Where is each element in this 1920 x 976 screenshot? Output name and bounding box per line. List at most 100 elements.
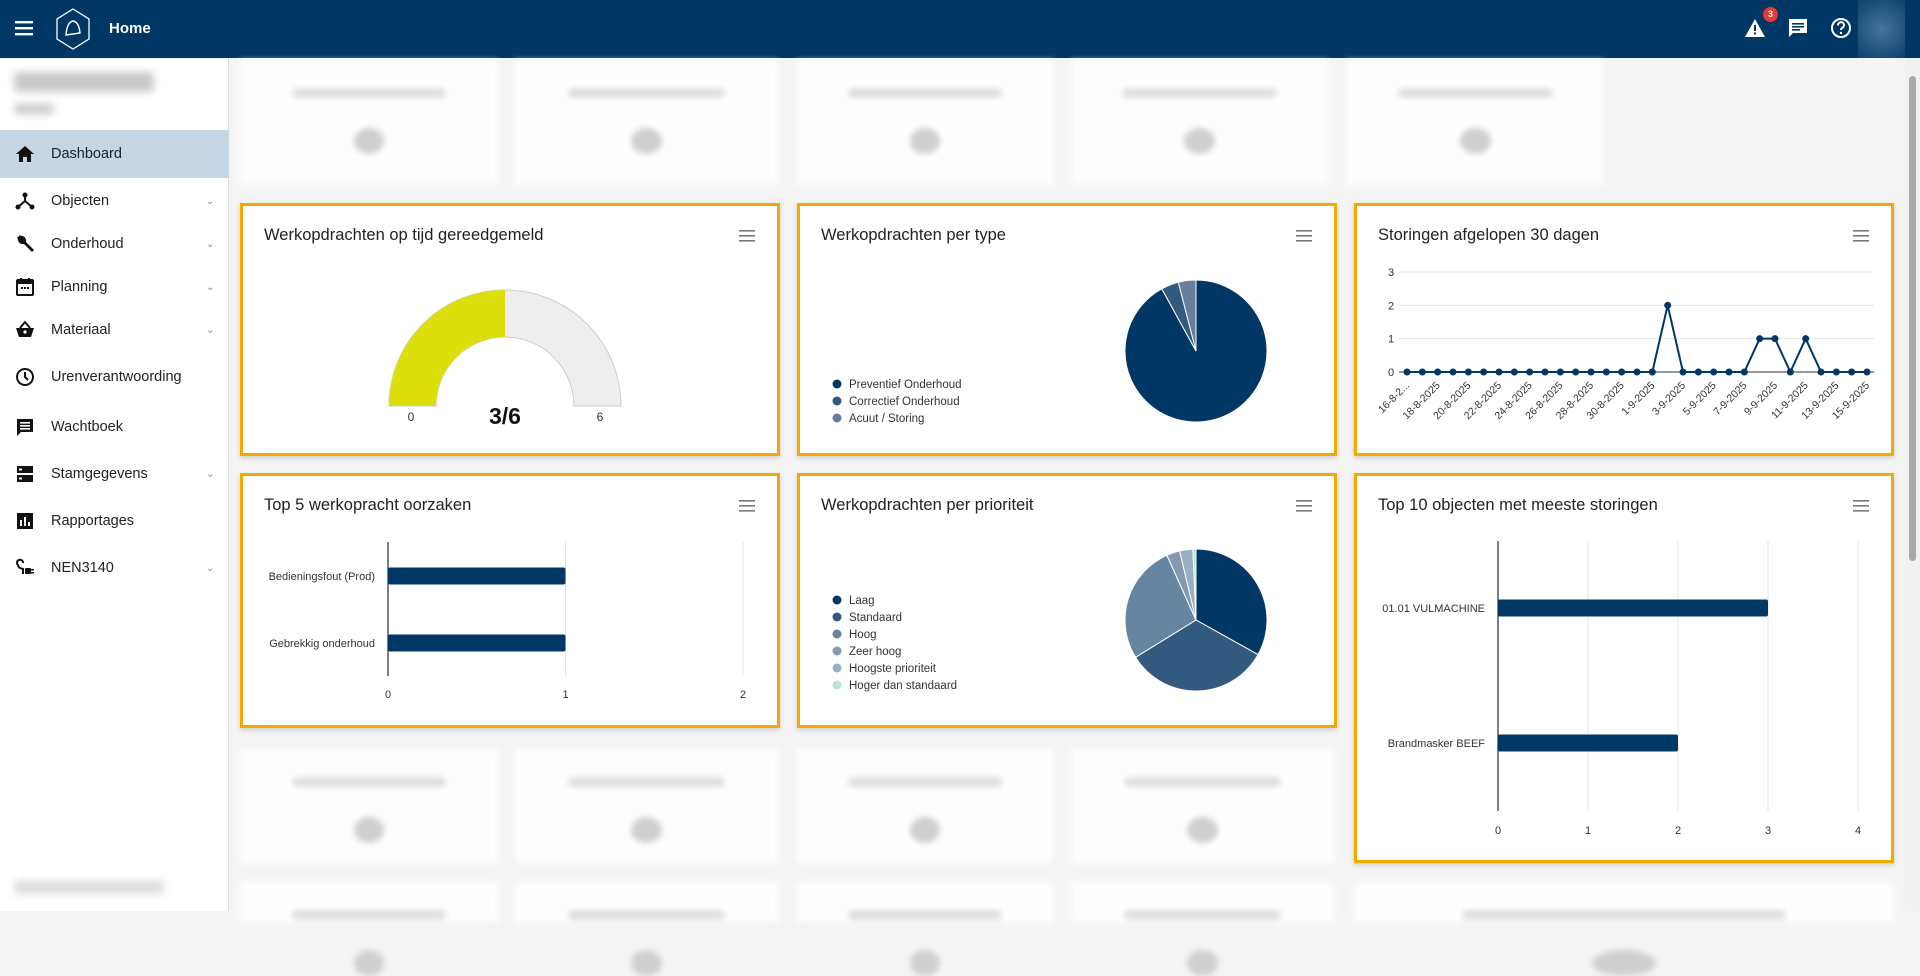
blurred-widget <box>797 882 1053 976</box>
hamburger-menu-icon[interactable] <box>14 18 34 38</box>
data-point[interactable] <box>1418 368 1426 376</box>
pie-slice[interactable] <box>1177 279 1197 352</box>
legend-item[interactable]: Preventief Onderhoud <box>849 379 962 391</box>
chat-icon[interactable] <box>1786 16 1810 40</box>
widget-menu-icon[interactable] <box>1296 500 1312 512</box>
data-point[interactable] <box>1434 368 1442 376</box>
data-point[interactable] <box>1526 368 1534 376</box>
blurred-widget <box>515 882 778 976</box>
category-label: 01.01 VULMACHINE <box>1382 603 1485 615</box>
data-point[interactable] <box>1403 368 1411 376</box>
legend-item[interactable]: Laag <box>849 595 875 607</box>
wrench-icon <box>17 235 34 252</box>
data-point[interactable] <box>1786 368 1794 376</box>
bar[interactable] <box>388 567 566 585</box>
legend-item[interactable]: Standaard <box>849 612 902 624</box>
data-point[interactable] <box>1541 368 1549 376</box>
plug-icon <box>16 558 34 574</box>
data-point[interactable] <box>1725 368 1733 376</box>
chevron-down-icon[interactable]: ⌄ <box>206 324 215 336</box>
data-point[interactable] <box>1618 368 1626 376</box>
data-point[interactable] <box>1694 368 1702 376</box>
data-point[interactable] <box>1802 335 1810 343</box>
blurred-widget <box>240 749 498 863</box>
data-point[interactable] <box>1664 301 1672 309</box>
sidebar-item-onderhoud[interactable]: Onderhoud ⌄ <box>0 220 229 268</box>
data-point[interactable] <box>1449 368 1457 376</box>
legend-marker <box>832 612 842 622</box>
legend-marker <box>832 379 842 389</box>
widget-menu-icon[interactable] <box>1296 230 1312 242</box>
sidebar-item-rapportages[interactable]: Rapportages <box>0 497 229 545</box>
data-point[interactable] <box>1832 368 1840 376</box>
pie-slice[interactable] <box>1192 548 1197 621</box>
data-point[interactable] <box>1648 368 1656 376</box>
chevron-down-icon[interactable]: ⌄ <box>206 468 215 480</box>
chevron-down-icon[interactable]: ⌄ <box>206 281 215 293</box>
bar[interactable] <box>1498 734 1678 752</box>
calendar-icon <box>16 278 34 296</box>
data-point[interactable] <box>1602 368 1610 376</box>
data-point[interactable] <box>1848 368 1856 376</box>
widget-title: Werkopdrachten op tijd gereedgemeld <box>264 226 544 244</box>
data-point[interactable] <box>1587 368 1595 376</box>
data-point[interactable] <box>1572 368 1580 376</box>
data-point[interactable] <box>1464 368 1472 376</box>
scrollbar[interactable] <box>1905 58 1920 911</box>
chart: 0 6 3/6 <box>388 289 622 429</box>
pie-slice[interactable] <box>1195 548 1268 656</box>
sidebar-item-wachtboek[interactable]: Wachtboek <box>0 403 229 451</box>
data-point[interactable] <box>1556 368 1564 376</box>
widget-gauge-on-time: 0 6 3/6 Werkopdrachten op tijd gereedgemeld <box>240 203 780 456</box>
help-icon[interactable] <box>1829 16 1853 40</box>
pie-slice[interactable] <box>1134 619 1259 692</box>
legend-marker <box>832 413 842 423</box>
alert-icon[interactable] <box>1743 16 1767 40</box>
chevron-down-icon[interactable]: ⌄ <box>206 195 215 207</box>
scrollbar-thumb[interactable] <box>1909 76 1916 561</box>
sidebar-item-planning[interactable]: Planning ⌄ <box>0 263 229 311</box>
data-point[interactable] <box>1863 368 1871 376</box>
sidebar-item-urenverantwoording[interactable]: Urenverantwoording <box>0 353 229 401</box>
sidebar-item-stamgegevens[interactable]: Stamgegevens ⌄ <box>0 450 229 498</box>
widget-menu-icon[interactable] <box>1853 500 1869 512</box>
widget-menu-icon[interactable] <box>739 230 755 242</box>
bar[interactable] <box>1498 599 1768 617</box>
legend-item[interactable]: Hoog <box>849 629 877 641</box>
legend-item[interactable]: Zeer hoog <box>849 646 901 658</box>
chevron-down-icon[interactable]: ⌄ <box>206 238 215 250</box>
data-point[interactable] <box>1633 368 1641 376</box>
hierarchy-icon <box>15 192 35 210</box>
sidebar-item-materiaal[interactable]: Materiaal ⌄ <box>0 306 229 354</box>
data-point[interactable] <box>1510 368 1518 376</box>
data-point[interactable] <box>1756 335 1764 343</box>
data-point[interactable] <box>1817 368 1825 376</box>
legend-item[interactable]: Acuut / Storing <box>849 413 924 425</box>
widget-pie-per-type: Preventief Onderhoud Correctief Onderhoud… <box>797 203 1337 456</box>
message-icon <box>17 419 33 436</box>
legend-marker <box>832 663 842 673</box>
sidebar-item-nen3140[interactable]: NEN3140 ⌄ <box>0 544 229 592</box>
y-tick-label: 1 <box>1388 334 1394 346</box>
widget-menu-icon[interactable] <box>739 500 755 512</box>
sidebar-item-dashboard[interactable]: Dashboard <box>0 130 229 178</box>
data-point[interactable] <box>1771 335 1779 343</box>
sidebar-item-label: Planning <box>51 279 108 295</box>
x-tick-label: 0 <box>1495 825 1501 837</box>
legend-marker <box>832 629 842 639</box>
app-logo-icon[interactable] <box>55 8 91 50</box>
widget-menu-icon[interactable] <box>1853 230 1869 242</box>
legend-item[interactable]: Correctief Onderhoud <box>849 396 960 408</box>
data-point[interactable] <box>1495 368 1503 376</box>
legend-item[interactable]: Hoger dan standaard <box>849 680 957 692</box>
data-point[interactable] <box>1480 368 1488 376</box>
user-avatar[interactable] <box>1858 0 1905 58</box>
legend-item[interactable]: Hoogste prioriteit <box>849 663 937 675</box>
legend-marker <box>832 680 842 690</box>
sidebar-item-objecten[interactable]: Objecten ⌄ <box>0 177 229 225</box>
data-point[interactable] <box>1710 368 1718 376</box>
chevron-down-icon[interactable]: ⌄ <box>206 562 215 574</box>
data-point[interactable] <box>1740 368 1748 376</box>
data-point[interactable] <box>1679 368 1687 376</box>
bar[interactable] <box>388 634 566 652</box>
